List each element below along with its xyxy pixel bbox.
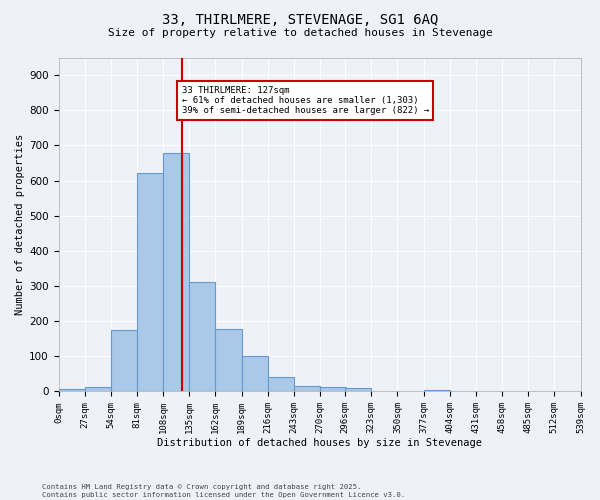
Bar xyxy=(294,386,320,392)
Bar xyxy=(345,388,371,392)
Bar xyxy=(163,153,189,392)
Bar xyxy=(320,387,346,392)
Bar xyxy=(59,388,85,392)
Bar xyxy=(215,329,242,392)
Bar xyxy=(268,376,294,392)
Text: Size of property relative to detached houses in Stevenage: Size of property relative to detached ho… xyxy=(107,28,493,38)
Text: Contains HM Land Registry data © Crown copyright and database right 2025.
Contai: Contains HM Land Registry data © Crown c… xyxy=(42,484,405,498)
Bar xyxy=(85,387,111,392)
X-axis label: Distribution of detached houses by size in Stevenage: Distribution of detached houses by size … xyxy=(157,438,482,448)
Text: 33, THIRLMERE, STEVENAGE, SG1 6AQ: 33, THIRLMERE, STEVENAGE, SG1 6AQ xyxy=(162,12,438,26)
Bar xyxy=(111,330,137,392)
Y-axis label: Number of detached properties: Number of detached properties xyxy=(15,134,25,315)
Text: 33 THIRLMERE: 127sqm
← 61% of detached houses are smaller (1,303)
39% of semi-de: 33 THIRLMERE: 127sqm ← 61% of detached h… xyxy=(182,86,429,116)
Bar xyxy=(424,390,450,392)
Bar xyxy=(242,356,268,392)
Bar xyxy=(137,174,163,392)
Bar xyxy=(189,282,215,392)
